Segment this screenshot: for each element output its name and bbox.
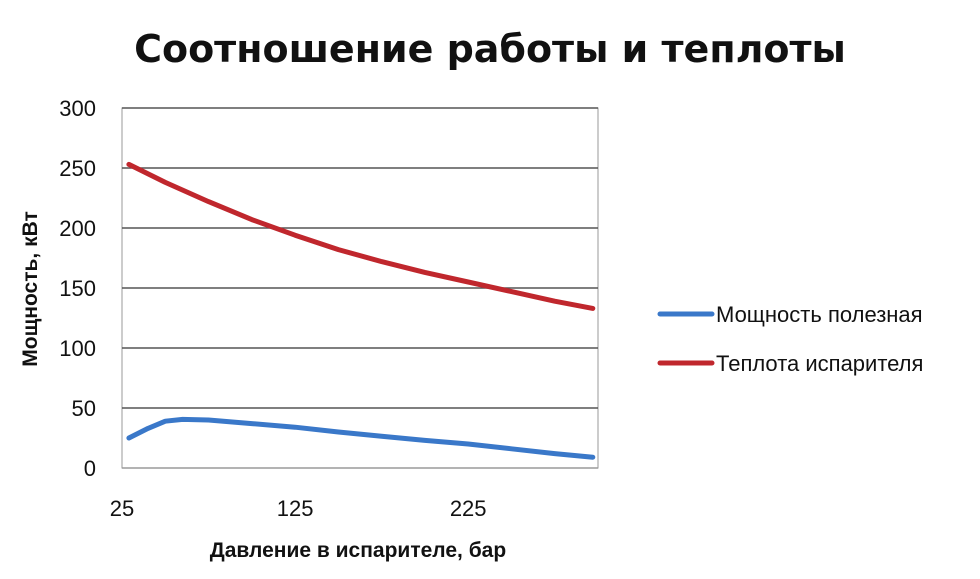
x-tick-label: 225 [450,496,487,521]
legend-label: Теплота испарителя [716,351,923,376]
y-tick-label: 300 [59,96,96,121]
y-tick-label: 100 [59,336,96,361]
y-axis-ticks: 0 50 100 150 200 250 300 [59,96,96,481]
x-tick-label: 25 [110,496,134,521]
y-tick-label: 150 [59,276,96,301]
legend-label: Мощность полезная [716,302,923,327]
y-tick-label: 200 [59,216,96,241]
x-tick-label: 125 [277,496,314,521]
chart-title: Соотношение работы и теплоты [134,27,846,71]
gridlines [122,107,598,469]
series-lines [126,161,596,460]
series-line-1 [126,416,596,460]
x-axis-ticks: 25 125 225 [110,496,487,521]
series-line-2 [126,161,596,311]
y-axis-label: Мощность, кВт [19,211,42,367]
y-tick-label: 0 [84,456,96,481]
y-tick-label: 50 [72,396,96,421]
legend: Мощность полезная Теплота испарителя [657,302,923,376]
y-tick-label: 250 [59,156,96,181]
x-axis-label: Давление в испарителе, бар [210,539,506,562]
